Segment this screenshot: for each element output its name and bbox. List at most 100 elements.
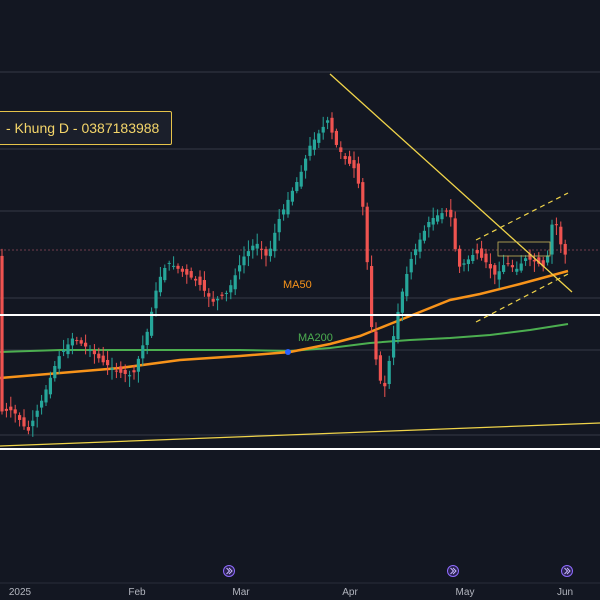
event-marker-icon[interactable] xyxy=(561,565,573,577)
candle-body xyxy=(273,232,277,252)
candle-body xyxy=(339,147,343,152)
candle-body xyxy=(198,276,202,285)
candle-body xyxy=(392,336,396,358)
candle-body xyxy=(277,218,281,233)
candle-body xyxy=(418,239,422,252)
candle-body xyxy=(282,209,286,215)
candle-body xyxy=(563,243,567,255)
event-markers[interactable] xyxy=(223,565,573,577)
candle-body xyxy=(9,406,13,411)
candle-body xyxy=(62,350,66,352)
candle-body xyxy=(356,163,360,184)
candle-body xyxy=(396,311,400,340)
consolidation-box xyxy=(497,241,551,257)
candle-body xyxy=(35,410,39,417)
price-grid-lines xyxy=(0,71,600,584)
ma200-line xyxy=(0,323,569,353)
candle-body xyxy=(334,130,338,145)
candle-body xyxy=(431,217,435,225)
candle-body xyxy=(370,266,374,328)
candle-body xyxy=(348,156,352,164)
candle-body xyxy=(409,258,413,273)
candle-body xyxy=(541,260,545,267)
candle-body xyxy=(317,133,321,143)
candle-body xyxy=(453,218,457,250)
candle-body xyxy=(554,224,558,226)
candle-body xyxy=(242,256,246,266)
candle-body xyxy=(0,255,4,412)
candle-body xyxy=(365,206,369,263)
candle-body xyxy=(167,262,171,264)
candle-body xyxy=(4,408,8,411)
candle-body xyxy=(246,251,250,257)
candle-body xyxy=(471,255,475,262)
candle-body xyxy=(79,340,83,344)
candle-body xyxy=(484,253,488,263)
candle-body xyxy=(462,263,466,265)
candle-body xyxy=(299,171,303,187)
candle-body xyxy=(268,248,272,257)
candle-body xyxy=(224,292,228,294)
candle-body xyxy=(255,243,259,249)
candle-body xyxy=(101,355,105,363)
candle-body xyxy=(550,224,554,255)
candle-body xyxy=(383,382,387,387)
candle-body xyxy=(493,265,497,275)
time-tick-label: Jun xyxy=(557,587,573,598)
candle-body xyxy=(510,265,514,268)
event-marker-icon[interactable] xyxy=(447,565,459,577)
candle-body xyxy=(194,278,198,281)
candle-body xyxy=(18,415,22,420)
candle-body xyxy=(449,209,453,218)
candle-body xyxy=(92,350,96,355)
candle-body xyxy=(128,375,132,377)
candle-body xyxy=(238,265,242,272)
candle-body xyxy=(458,248,462,267)
candle-body xyxy=(185,269,189,275)
candle-body xyxy=(528,253,532,260)
candle-body xyxy=(260,248,264,250)
candle-body xyxy=(290,190,294,202)
candle-body xyxy=(150,311,154,336)
candle-body xyxy=(414,249,418,256)
candle-body xyxy=(251,245,255,251)
candle-body xyxy=(444,210,448,212)
ma50-label: MA50 xyxy=(283,279,312,291)
ma-cross-marker xyxy=(285,349,291,355)
ma50-line xyxy=(0,269,569,380)
candle-body xyxy=(387,360,391,385)
time-tick-label: May xyxy=(456,587,475,598)
candle-body xyxy=(132,370,136,373)
candle-body xyxy=(70,338,74,346)
candle-body xyxy=(163,268,167,281)
time-axis: 2025 Feb Mar Apr May Jun xyxy=(9,587,573,598)
candle-body xyxy=(84,342,88,347)
candle-body xyxy=(405,274,409,297)
time-tick-label: Mar xyxy=(232,587,250,598)
candle-body xyxy=(524,258,528,261)
candle-body xyxy=(158,276,162,293)
event-marker-glyph xyxy=(450,567,457,575)
candle-body xyxy=(154,290,158,309)
candle-body xyxy=(286,199,290,215)
time-tick-label: Feb xyxy=(128,587,146,598)
time-tick-label: 2025 xyxy=(9,587,32,598)
candle-body xyxy=(343,156,347,160)
candle-body xyxy=(321,126,325,133)
candle-body xyxy=(559,226,563,245)
candle-body xyxy=(308,145,312,156)
candle-body xyxy=(229,285,233,293)
candle-body xyxy=(264,249,268,256)
candle-body xyxy=(48,377,52,395)
candle-body xyxy=(114,370,118,372)
candle-body xyxy=(145,331,149,346)
candle-body xyxy=(515,268,519,272)
candle-body xyxy=(436,215,440,222)
chart-title-banner: - Khung D - 0387183988 xyxy=(0,111,172,145)
event-marker-icon[interactable] xyxy=(223,565,235,577)
candle-body xyxy=(295,182,299,192)
candle-body xyxy=(110,368,114,370)
candle-body xyxy=(97,353,101,359)
candle-body xyxy=(75,340,79,342)
